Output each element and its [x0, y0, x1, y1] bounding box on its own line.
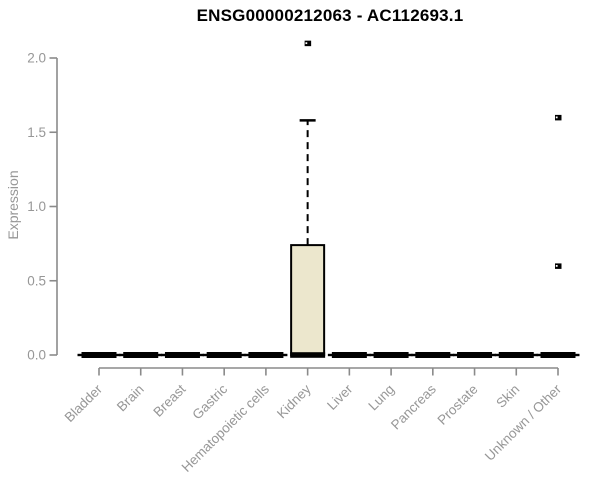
x-tick-label: Brain	[114, 382, 147, 415]
flat-box	[123, 352, 159, 358]
iqr-box	[290, 244, 326, 356]
y-tick-label: 0.5	[27, 273, 46, 288]
flat-box	[457, 352, 493, 358]
x-tick-label: Breast	[150, 381, 188, 419]
x-tick-label: Bladder	[62, 381, 106, 425]
flat-box	[164, 352, 200, 358]
x-tick-label: Pancreas	[388, 381, 439, 432]
y-tick-label: 2.0	[27, 51, 46, 66]
outlier-point	[555, 263, 562, 269]
chart-title: ENSG00000212063 - AC112693.1	[196, 6, 464, 25]
x-tick-label: Skin	[493, 382, 522, 411]
flat-box	[206, 352, 242, 358]
outlier-point	[555, 114, 562, 121]
x-tick-label: Liver	[324, 381, 356, 413]
flat-box	[81, 352, 117, 358]
median-line	[290, 352, 326, 358]
x-tick-label: Prostate	[435, 382, 481, 428]
x-tick-label: Unknown / Other	[482, 381, 565, 464]
flat-box	[373, 352, 409, 358]
flat-box	[331, 352, 367, 358]
flat-box	[540, 352, 576, 358]
x-tick-label: Kidney	[274, 381, 314, 421]
outlier-point-notch	[305, 42, 308, 45]
flat-box	[415, 352, 451, 358]
flat-box	[498, 352, 534, 358]
y-tick-label: 1.5	[27, 125, 46, 140]
y-tick-label: 0.0	[27, 348, 46, 363]
outlier-point-notch	[555, 116, 558, 119]
x-tick-label: Gastric	[189, 381, 230, 422]
outlier-point-notch	[555, 265, 558, 267]
y-tick-label: 1.0	[27, 199, 46, 214]
outlier-point	[304, 40, 312, 47]
x-tick-label: Lung	[365, 382, 397, 414]
flat-box	[248, 352, 284, 358]
